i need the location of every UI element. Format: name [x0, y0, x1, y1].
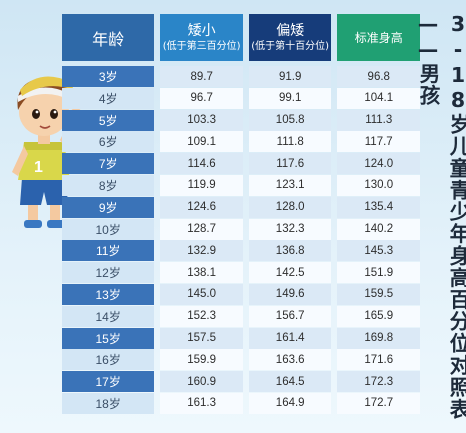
lowish-cell: 105.8 [248, 109, 332, 131]
table-row: 6岁 109.1 111.8 117.7 [62, 131, 421, 153]
header-standard: 标准身高 [337, 14, 421, 61]
age-cell: 12岁 [62, 262, 155, 284]
lowish-cell: 142.5 [248, 262, 332, 284]
age-cell: 13岁 [62, 283, 155, 305]
header-short-subtitle: (低于第三百分位) [162, 40, 241, 52]
short-cell: 132.9 [160, 240, 243, 262]
lowish-cell: 111.8 [248, 131, 332, 153]
age-cell: 18岁 [62, 392, 155, 414]
standard-cell: 117.7 [337, 131, 421, 153]
short-cell: 152.3 [160, 305, 243, 327]
table-row: 15岁 157.5 161.4 169.8 [62, 327, 421, 349]
table-row: 9岁 124.6 128.0 135.4 [62, 196, 421, 218]
short-cell: 124.6 [160, 196, 243, 218]
table-row: 4岁 96.7 99.1 104.1 [62, 87, 421, 109]
header-short-title: 矮小 [187, 22, 216, 39]
table-row: 14岁 152.3 156.7 165.9 [62, 305, 421, 327]
standard-cell: 145.3 [337, 240, 421, 262]
standard-cell: 172.3 [337, 371, 421, 393]
header-age: 年龄 [62, 14, 155, 61]
table-row: 13岁 145.0 149.6 159.5 [62, 283, 421, 305]
lowish-cell: 91.9 [248, 66, 332, 87]
age-cell: 17岁 [62, 371, 155, 393]
age-cell: 14岁 [62, 305, 155, 327]
header-short: 矮小 (低于第三百分位) [160, 14, 243, 61]
lowish-cell: 99.1 [248, 87, 332, 109]
lowish-cell: 117.6 [248, 153, 332, 175]
jersey-number: 1 [34, 159, 43, 176]
lowish-cell: 164.5 [248, 371, 332, 393]
table-row: 16岁 159.9 163.6 171.6 [62, 349, 421, 371]
short-cell: 161.3 [160, 392, 243, 414]
age-cell: 5岁 [62, 109, 155, 131]
lowish-cell: 132.3 [248, 218, 332, 240]
short-cell: 109.1 [160, 131, 243, 153]
table-row: 12岁 138.1 142.5 151.9 [62, 262, 421, 284]
age-cell: 9岁 [62, 196, 155, 218]
short-cell: 157.5 [160, 327, 243, 349]
vertical-title: 3-18岁儿童青少年身高百分位对照表——男孩 [416, 12, 466, 421]
short-cell: 160.9 [160, 371, 243, 393]
standard-cell: 159.5 [337, 283, 421, 305]
age-cell: 7岁 [62, 153, 155, 175]
lowish-cell: 149.6 [248, 283, 332, 305]
age-cell: 11岁 [62, 240, 155, 262]
lowish-cell: 161.4 [248, 327, 332, 349]
short-cell: 103.3 [160, 109, 243, 131]
short-cell: 138.1 [160, 262, 243, 284]
age-cell: 10岁 [62, 218, 155, 240]
short-cell: 89.7 [160, 66, 243, 87]
standard-cell: 135.4 [337, 196, 421, 218]
short-cell: 128.7 [160, 218, 243, 240]
lowish-cell: 156.7 [248, 305, 332, 327]
table-row: 3岁 89.7 91.9 96.8 [62, 66, 421, 87]
standard-cell: 140.2 [337, 218, 421, 240]
age-cell: 8岁 [62, 174, 155, 196]
table-body: 3岁 89.7 91.9 96.8 4岁 96.7 99.1 104.1 5岁 103.3 105.… [62, 66, 421, 414]
lowish-cell: 164.9 [248, 392, 332, 414]
standard-cell: 151.9 [337, 262, 421, 284]
standard-cell: 104.1 [337, 87, 421, 109]
lowish-cell: 123.1 [248, 174, 332, 196]
table-row: 8岁 119.9 123.1 130.0 [62, 174, 421, 196]
short-cell: 145.0 [160, 283, 243, 305]
short-cell: 159.9 [160, 349, 243, 371]
short-cell: 114.6 [160, 153, 243, 175]
table-row: 18岁 161.3 164.9 172.7 [62, 392, 421, 414]
table-row: 11岁 132.9 136.8 145.3 [62, 240, 421, 262]
age-cell: 4岁 [62, 87, 155, 109]
age-cell: 16岁 [62, 349, 155, 371]
table-row: 7岁 114.6 117.6 124.0 [62, 153, 421, 175]
age-cell: 15岁 [62, 327, 155, 349]
standard-cell: 130.0 [337, 174, 421, 196]
standard-cell: 172.7 [337, 392, 421, 414]
height-table: 年龄 矮小 (低于第三百分位) 偏矮 (低于第十百分位) 标准身高 3岁 89.7… [62, 14, 421, 415]
header-lowish: 偏矮 (低于第十百分位) [248, 14, 332, 61]
short-cell: 96.7 [160, 87, 243, 109]
header-lowish-title: 偏矮 [276, 22, 305, 39]
age-cell: 6岁 [62, 131, 155, 153]
standard-cell: 96.8 [337, 66, 421, 87]
standard-cell: 165.9 [337, 305, 421, 327]
header-lowish-subtitle: (低于第十百分位) [251, 40, 330, 52]
standard-cell: 124.0 [337, 153, 421, 175]
table-row: 10岁 128.7 132.3 140.2 [62, 218, 421, 240]
table-row: 5岁 103.3 105.8 111.3 [62, 109, 421, 131]
standard-cell: 169.8 [337, 327, 421, 349]
lowish-cell: 128.0 [248, 196, 332, 218]
standard-cell: 111.3 [337, 109, 421, 131]
lowish-cell: 163.6 [248, 349, 332, 371]
standard-cell: 171.6 [337, 349, 421, 371]
table-header: 年龄 矮小 (低于第三百分位) 偏矮 (低于第十百分位) 标准身高 [62, 14, 421, 61]
table-row: 17岁 160.9 164.5 172.3 [62, 371, 421, 393]
lowish-cell: 136.8 [248, 240, 332, 262]
age-cell: 3岁 [62, 66, 155, 87]
short-cell: 119.9 [160, 174, 243, 196]
